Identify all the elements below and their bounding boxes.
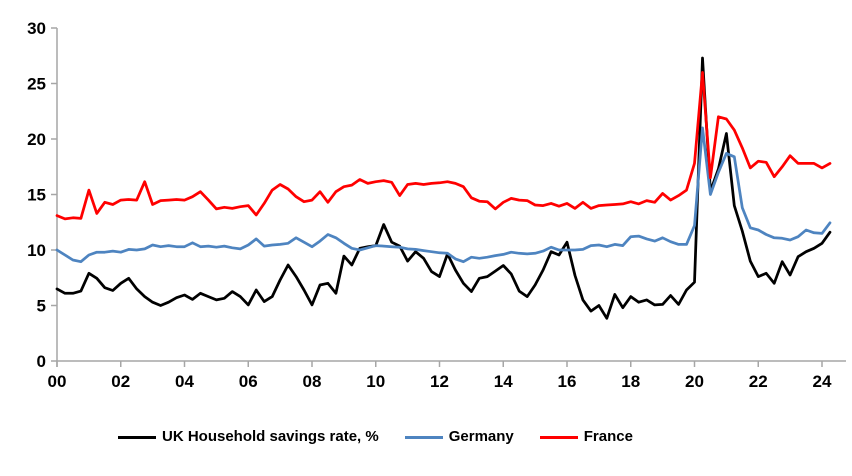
x-tick-label: 12 bbox=[430, 372, 449, 391]
x-tick-label: 00 bbox=[48, 372, 67, 391]
x-tick-label: 08 bbox=[303, 372, 322, 391]
series-line-france bbox=[55, 71, 832, 221]
x-tick-label: 16 bbox=[558, 372, 577, 391]
germany-line-swatch bbox=[404, 435, 443, 439]
series-line-germany bbox=[55, 126, 832, 264]
france-legend-label: France bbox=[583, 428, 633, 445]
y-tick-label: 0 bbox=[37, 352, 46, 371]
x-tick-label: 02 bbox=[111, 372, 130, 391]
x-tick-label: 22 bbox=[749, 372, 768, 391]
chart-legend: UK Household savings rate, % Germany Fra… bbox=[118, 427, 633, 447]
uk-legend-label: UK Household savings rate, % bbox=[162, 428, 379, 445]
x-tick-label: 20 bbox=[685, 372, 704, 391]
legend-item-france: France bbox=[539, 427, 633, 447]
uk-line-swatch bbox=[118, 435, 156, 439]
y-tick-label: 15 bbox=[27, 186, 46, 205]
legend-item-uk: UK Household savings rate, % bbox=[118, 427, 379, 447]
germany-legend-label: Germany bbox=[448, 428, 514, 445]
france-line-swatch bbox=[539, 435, 578, 439]
y-tick-label: 5 bbox=[37, 297, 46, 316]
x-tick-label: 04 bbox=[175, 372, 194, 391]
x-tick-label: 14 bbox=[494, 372, 513, 391]
y-tick-label: 10 bbox=[27, 241, 46, 260]
x-tick-label: 18 bbox=[621, 372, 640, 391]
y-tick-label: 20 bbox=[27, 130, 46, 149]
y-tick-label: 25 bbox=[27, 75, 46, 94]
x-tick-label: 24 bbox=[813, 372, 832, 391]
x-tick-label: 06 bbox=[239, 372, 258, 391]
x-tick-label: 10 bbox=[366, 372, 385, 391]
y-tick-label: 30 bbox=[27, 19, 46, 38]
legend-item-germany: Germany bbox=[404, 427, 514, 447]
